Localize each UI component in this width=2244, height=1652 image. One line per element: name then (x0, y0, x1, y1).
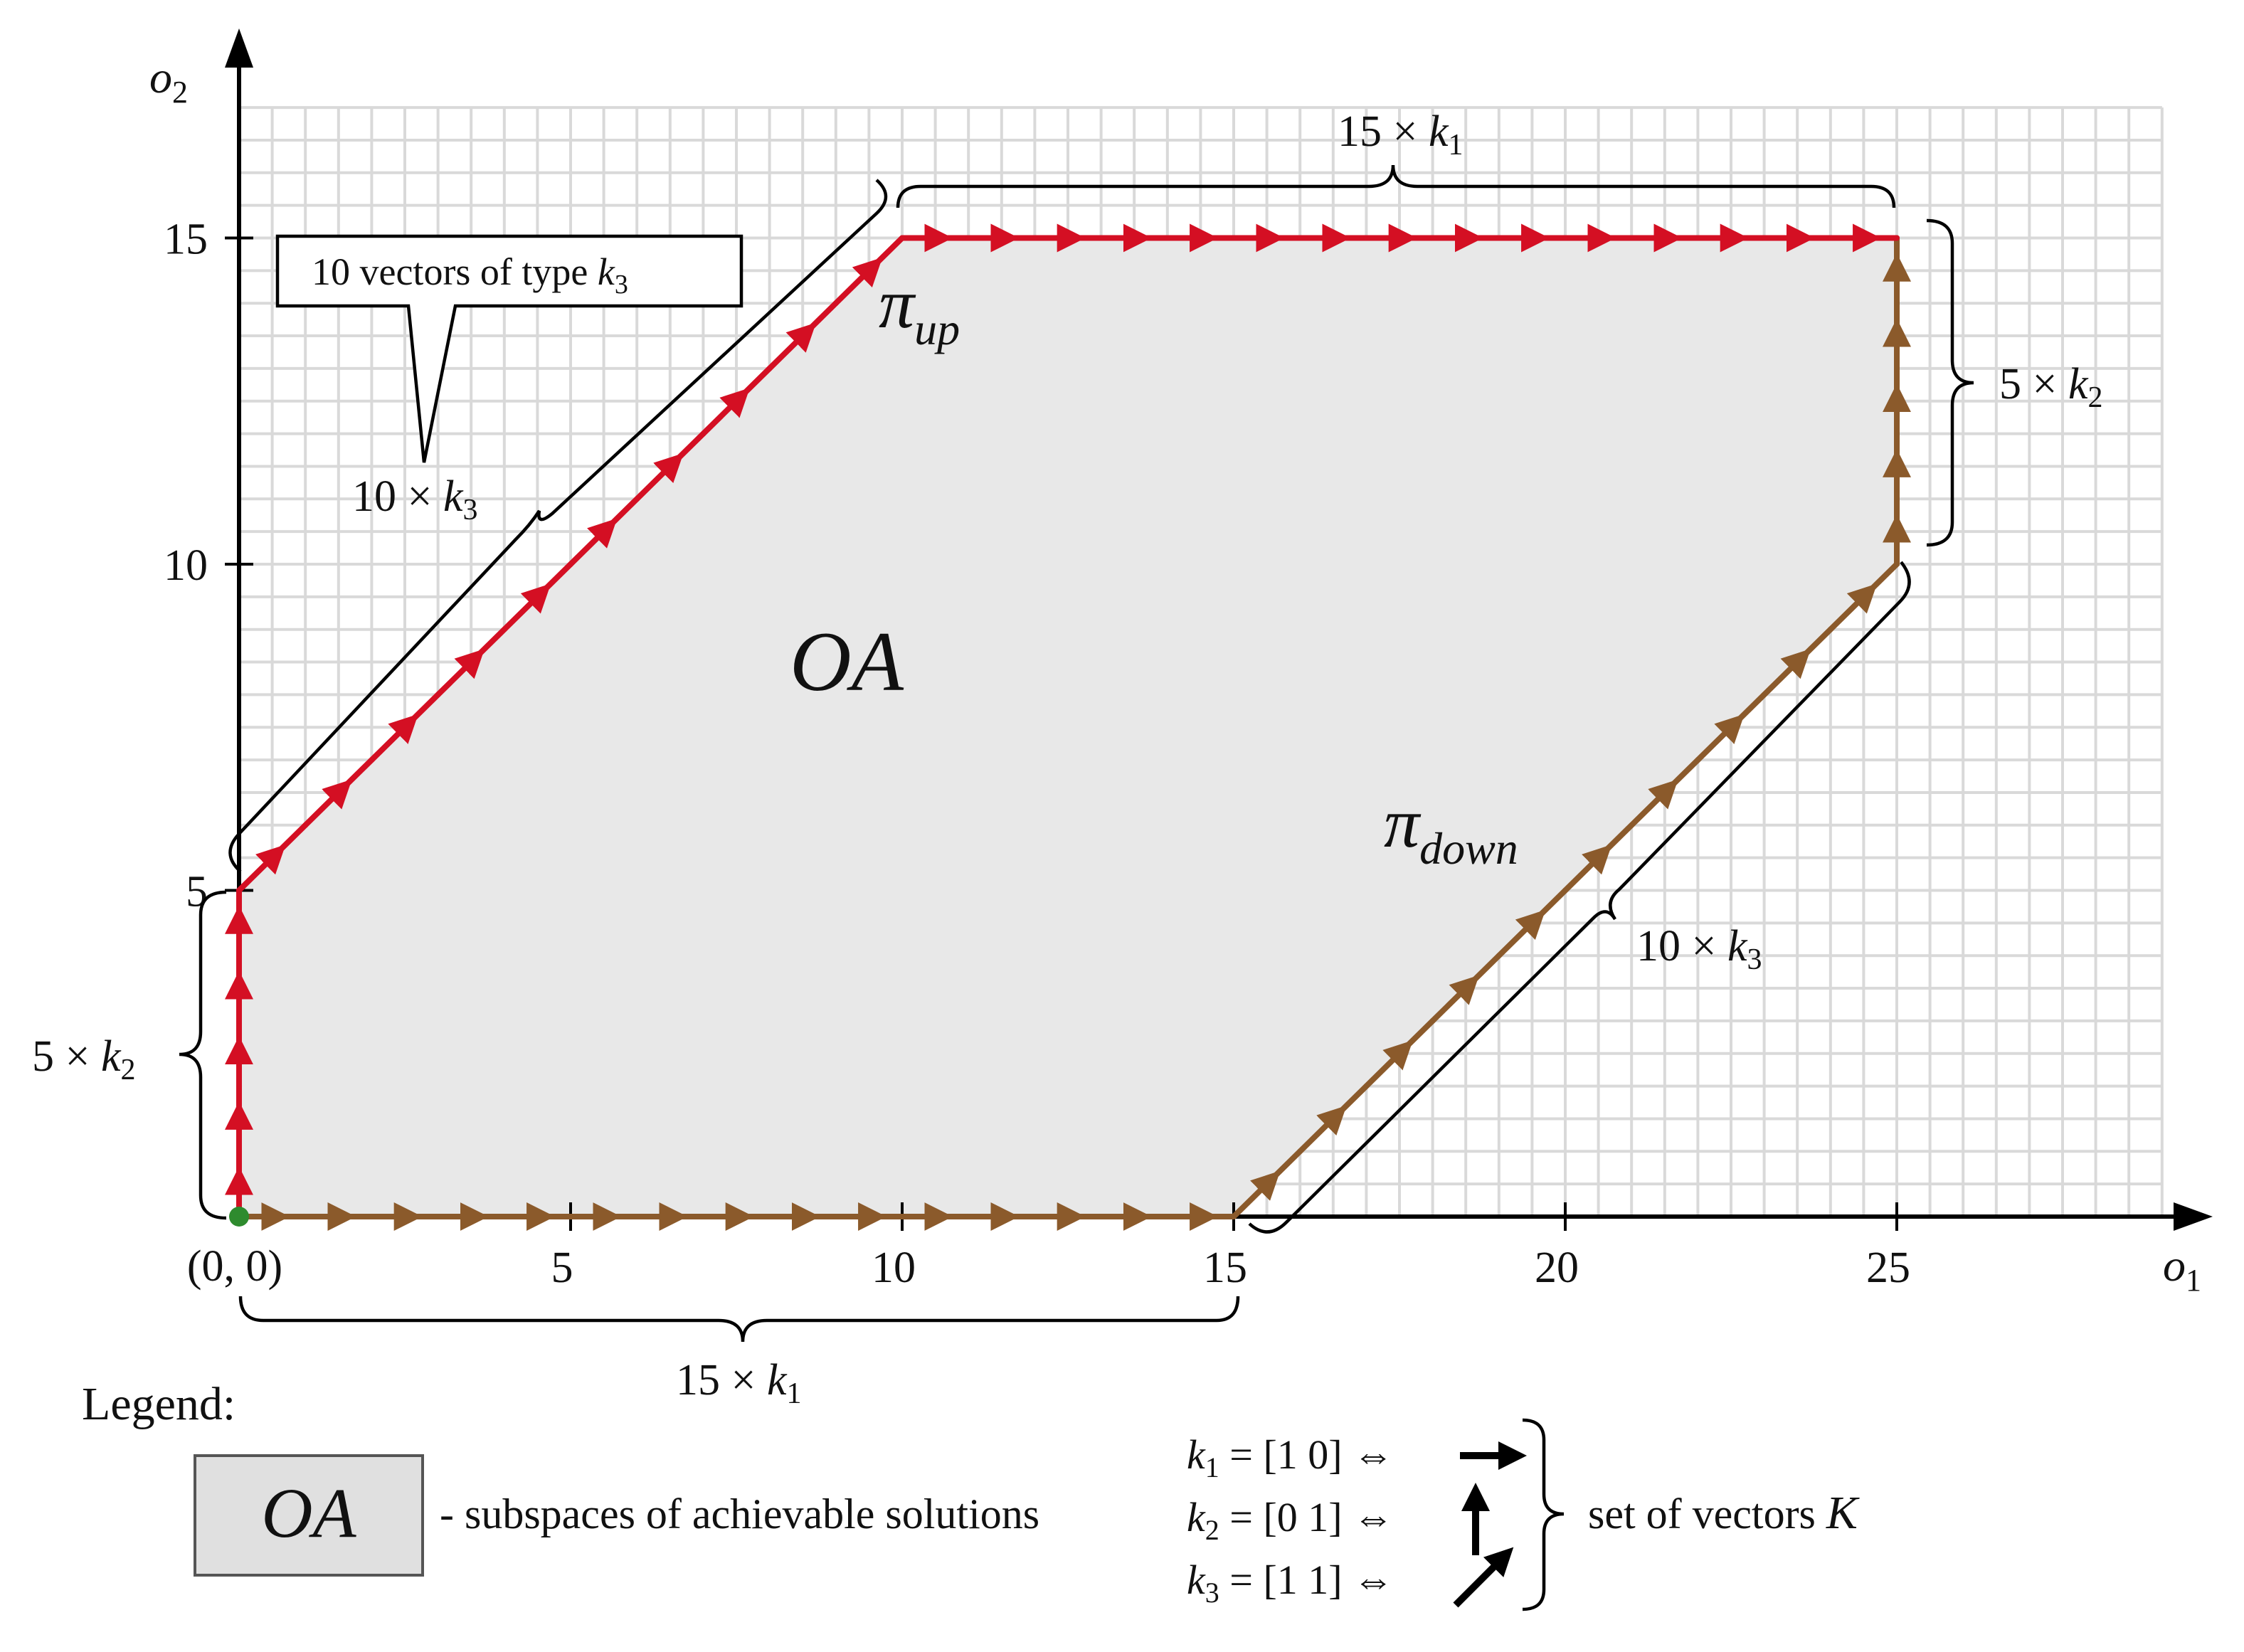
path-pi-down-arrowhead (1316, 1105, 1347, 1136)
path-pi-up-arrowhead (852, 257, 883, 288)
x-tick-label: 20 (1535, 1244, 1579, 1292)
path-pi-down-arrowhead (1382, 1040, 1413, 1071)
legend-set-label: set of vectors K (1588, 1487, 1860, 1539)
path-pi-up-arrowhead (322, 779, 352, 810)
legend-k2: k2 = [0 1] ⇔ (1187, 1494, 1394, 1546)
brace-top-horizontal (896, 164, 1896, 208)
y-axis-arrowhead (225, 28, 253, 68)
path-pi-up-arrowhead (586, 518, 618, 549)
legend-title: Legend: (82, 1378, 235, 1430)
path-pi-down-arrowhead (1780, 648, 1811, 679)
callout-box (275, 234, 743, 463)
x-axis-label: o1 (2163, 1240, 2201, 1298)
legend-k3: k3 = [1 1] ⇔ (1187, 1557, 1394, 1609)
origin-point (229, 1207, 249, 1227)
pi-up-label: πup (879, 264, 960, 354)
legend-vector-list: k1 = [1 0] ⇔ k2 = [0 1] ⇔ k3 = [1 1] ⇔ (1187, 1431, 1394, 1609)
legend-set-brace (1522, 1418, 1565, 1611)
label-left-vertical: 5 × k2 (32, 1032, 136, 1086)
path-pi-up-arrowhead (719, 388, 750, 418)
path-pi-up-arrowhead (454, 648, 485, 679)
path-pi-down-arrowhead (1249, 1170, 1281, 1201)
brace-down-diagonal (1248, 561, 1911, 1234)
pi-down-label: πdown (1384, 783, 1518, 874)
callout-text: 10 vectors of type k3 (312, 250, 628, 300)
y-tick-label: 10 (164, 541, 208, 590)
origin-label: (0, 0) (187, 1242, 282, 1291)
path-pi-up-arrowhead (785, 322, 817, 353)
path-pi-down-arrowhead (1449, 975, 1480, 1005)
count-labels: 5 × k2 15 × k1 15 × k1 5 × k2 10 × k3 10… (32, 107, 2103, 1410)
path-pi-up-arrowhead (653, 452, 684, 484)
axis-ticks: 5 10 15 20 25 5 10 15 (164, 216, 1910, 1293)
legend-oa-label: OA (261, 1473, 356, 1552)
legend-oa-swatch (194, 1454, 424, 1577)
y-tick-label: 15 (164, 216, 208, 264)
x-axis-arrowhead (2174, 1202, 2213, 1231)
path-pi-up (225, 223, 1900, 1219)
label-top-horizontal: 15 × k1 (1338, 107, 1464, 162)
y-tick-label: 5 (186, 868, 208, 916)
callout: 10 vectors of type k3 (275, 234, 743, 463)
x-tick-label: 10 (872, 1244, 916, 1292)
legend: Legend: OA - subspaces of achievable sol… (82, 1378, 1860, 1611)
diagonal-arrow-icon (1453, 1547, 1514, 1608)
braces (179, 164, 1974, 1343)
x-tick-label: 15 (1203, 1244, 1247, 1292)
label-down-diagonal: 10 × k3 (1636, 922, 1762, 976)
label-right-vertical: 5 × k2 (1999, 360, 2103, 414)
brace-up-diagonal (228, 179, 888, 873)
brace-bottom-horizontal (238, 1296, 1240, 1343)
label-up-diagonal: 10 × k3 (352, 472, 478, 526)
region-label: OA (790, 614, 904, 709)
path-pi-up-arrowhead (520, 583, 551, 614)
path-pi-down-arrowhead (1515, 909, 1546, 941)
brace-right-vertical (1926, 218, 1974, 547)
legend-oa-description: - subspaces of achievable solutions (440, 1490, 1039, 1537)
path-pi-up-arrowhead (255, 844, 286, 875)
path-pi-down-arrowhead (1714, 714, 1745, 744)
path-pi-down (236, 235, 1911, 1231)
path-pi-down-arrowhead (1581, 844, 1612, 875)
path-pi-up-arrowhead (388, 714, 418, 744)
legend-k1: k1 = [1 0] ⇔ (1187, 1431, 1394, 1483)
label-bottom-horizontal: 15 × k1 (676, 1356, 802, 1410)
paths (225, 223, 1911, 1231)
y-axis-label: o2 (149, 52, 188, 110)
x-tick-label: 25 (1866, 1244, 1910, 1292)
path-pi-down-arrowhead (1648, 779, 1678, 810)
x-tick-label: 5 (551, 1244, 573, 1292)
achievable-region-oa (239, 238, 1897, 1217)
path-pi-down-arrowhead (1846, 583, 1878, 614)
brace-left-vertical (179, 890, 227, 1220)
